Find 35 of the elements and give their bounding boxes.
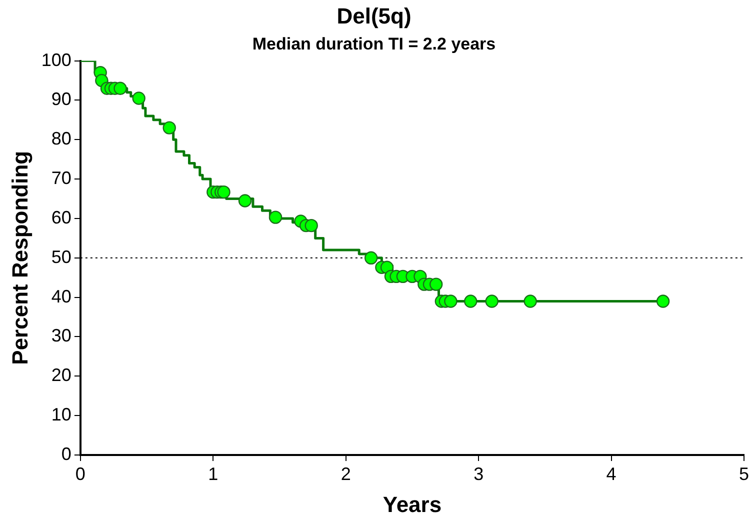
point: [485, 294, 498, 308]
y-tick-label: 90: [51, 89, 72, 110]
point: [524, 294, 537, 308]
chart-subtitle: Median duration TI = 2.2 years: [252, 34, 496, 54]
y-tick-label: 60: [51, 207, 72, 228]
point: [217, 185, 230, 199]
point: [464, 294, 478, 308]
y-axis-title: Percent Responding: [7, 150, 32, 365]
point: [304, 218, 318, 232]
y-tick-label: 0: [61, 444, 72, 464]
x-tick-label: 5: [738, 464, 750, 484]
point: [444, 294, 458, 308]
y-tick-label: 80: [51, 128, 72, 149]
y-tick-label: 40: [51, 286, 72, 306]
x-tick-label: 2: [340, 464, 351, 484]
point: [430, 278, 443, 291]
y-tick-label: 10: [51, 404, 72, 425]
point: [364, 251, 378, 264]
point: [268, 210, 282, 224]
x-axis-title: Years: [382, 492, 442, 517]
point: [132, 92, 146, 105]
point: [162, 121, 176, 134]
point: [656, 294, 670, 308]
y-tick-label: 20: [51, 365, 72, 386]
y-tick-label: 30: [51, 326, 72, 346]
point: [238, 194, 252, 208]
point: [114, 82, 127, 95]
x-tick-label: 4: [606, 464, 616, 484]
y-tick-label: 70: [51, 168, 72, 188]
chart-title: Del(5q): [336, 3, 412, 28]
x-tick-label: 0: [75, 464, 86, 484]
y-tick-label: 100: [41, 50, 72, 70]
y-tick-label: 50: [51, 246, 72, 267]
x-tick-label: 3: [474, 464, 484, 484]
x-tick-label: 1: [208, 464, 218, 484]
